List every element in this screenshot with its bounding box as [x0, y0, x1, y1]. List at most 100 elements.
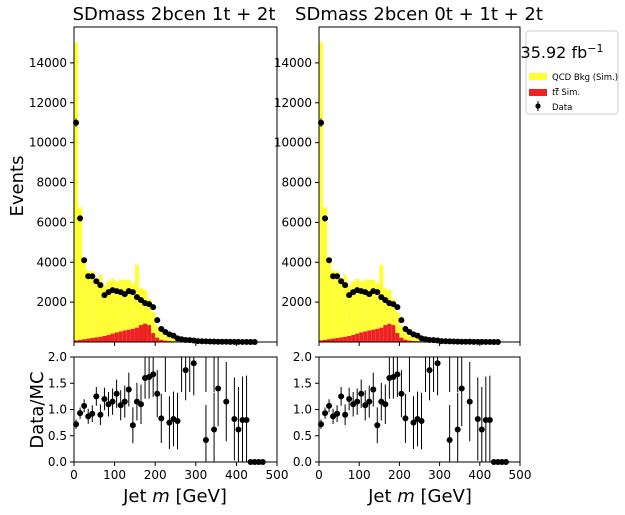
left-ttbar-bar [118, 331, 123, 342]
left-ratio-point [113, 390, 120, 397]
left-qcd-bar [94, 278, 99, 338]
right-ratio-point [342, 411, 349, 418]
right-ratio-point [398, 390, 405, 397]
right-ratio-point [354, 398, 361, 405]
right-main-ytick-label: 2000 [281, 295, 312, 309]
right-ttbar-bar [387, 323, 392, 342]
legend-label-ttbar: tt Sim. [552, 88, 580, 98]
right-ratio-ytick-label: 1.5 [293, 376, 312, 390]
right-ratio-point [374, 422, 381, 429]
right-ttbar-bar [403, 339, 408, 342]
left-ratio-xtick-label: 0 [70, 468, 78, 482]
left-ratio-point [129, 422, 136, 429]
left-ratio-point [73, 421, 80, 428]
right-ratio-point [370, 386, 377, 393]
right-data-point [398, 317, 405, 324]
right-main-ytick-label: 8000 [281, 176, 312, 190]
right-ttbar-bar [323, 339, 328, 342]
right-ratio-point [318, 421, 325, 428]
legend-label-data: Data [552, 103, 572, 113]
left-main-frame [73, 26, 278, 343]
y-axis-label-events: Events [7, 156, 28, 217]
right-ratio-xtick-label: 100 [348, 468, 371, 482]
left-ttbar-bar [122, 330, 127, 342]
left-ttbar-bar [114, 332, 119, 342]
right-ratio-ytick-label: 0.5 [293, 429, 312, 443]
left-qcd-bar [159, 332, 164, 340]
legend-marker-data [535, 103, 541, 109]
right-data-point [342, 282, 349, 289]
left-qcd-bar [106, 281, 111, 336]
right-ratio-point [418, 418, 425, 425]
left-data-point [89, 273, 96, 280]
left-data-point [81, 257, 88, 264]
right-ratio-xtick-label: 400 [468, 468, 491, 482]
left-ttbar-bar [155, 337, 160, 342]
right-ratio-point [358, 390, 365, 397]
left-ratio-xtick-label: 500 [266, 468, 289, 482]
right-ttbar-bar [327, 339, 332, 342]
left-ratio-plot: 0.0 0.5 1.0 1.5 2.0 0 100 200 300 400 500 [48, 350, 289, 482]
legend-swatch-qcd [529, 73, 547, 80]
left-qcd-bar [82, 261, 87, 340]
left-qcd-bar [151, 312, 156, 334]
left-ttbar-bar [90, 338, 95, 342]
right-ratio-point [402, 415, 409, 422]
left-ratio-point [235, 426, 242, 433]
left-qcd-bar [90, 271, 95, 339]
left-ratio-xtick-label: 300 [184, 468, 207, 482]
left-data-point [93, 278, 100, 285]
left-qcd-bar [147, 299, 152, 326]
right-ttbar-bar [379, 327, 384, 342]
right-ratio-xtick-label: 500 [509, 468, 532, 482]
right-ttbar-bar [343, 336, 348, 342]
right-main-ytick-label: 6000 [281, 215, 312, 229]
legend: 35.92 fb−1 QCD Bkg (Sim.) tt Sim. Data [521, 30, 619, 115]
left-ratio-point [211, 426, 218, 433]
right-ttbar-bar [355, 333, 360, 342]
left-ratio-ytick-label: 1.5 [48, 376, 67, 390]
left-ratio-point [117, 402, 124, 409]
right-ratio-point [326, 402, 333, 409]
right-qcd-bar [407, 335, 412, 341]
right-qcd-bar [319, 42, 324, 341]
right-ratio-point [454, 426, 461, 433]
right-qcd-bar [363, 279, 368, 332]
right-main-frame [318, 26, 521, 343]
left-ttbar-bar [110, 333, 115, 342]
right-data-point [334, 273, 341, 280]
right-qcd-bar [347, 285, 352, 337]
right-ratio-point [446, 436, 453, 443]
right-ratio-ytick-label: 2.0 [293, 350, 312, 364]
right-ratio-xtick-label: 0 [315, 468, 323, 482]
right-ratio-xtick-label: 200 [388, 468, 411, 482]
right-qcd-bar [343, 275, 348, 337]
left-panel-title: SDmass 2bcen 1t + 2t [73, 4, 276, 25]
left-qcd-bar [138, 288, 144, 326]
right-qcd-bar [335, 271, 340, 339]
right-qcd-bar [391, 299, 396, 326]
left-ratio-point [190, 360, 197, 367]
right-ttbar-bar [367, 330, 372, 342]
right-main-ytick-label: 4000 [281, 255, 312, 269]
right-qcd-bar [359, 281, 364, 333]
left-ttbar-bar [74, 340, 79, 342]
left-ttbar-bar [106, 335, 111, 342]
right-qcd-bar [403, 332, 408, 340]
left-ratio-ytick-label: 0.5 [48, 429, 67, 443]
left-ttbar-bar [143, 323, 148, 342]
left-panel: SDmass 2bcen 1t + 2t 2000400060008000100… [29, 4, 289, 507]
right-ratio-point [466, 398, 473, 405]
right-panel: SDmass 2bcen 0t + 1t + 2t 20004000600080… [274, 4, 543, 507]
right-qcd-bar [399, 325, 404, 338]
left-qcd-bar [122, 279, 127, 331]
right-ratio-xtick-label: 300 [428, 468, 451, 482]
right-qcd-bar [331, 270, 336, 339]
right-qcd-bar [415, 338, 420, 342]
left-ttbar-bar [98, 336, 103, 342]
left-main-ytick-label: 6000 [36, 215, 67, 229]
left-qcd-bar [74, 42, 79, 341]
left-ratio-point [97, 411, 104, 418]
right-ttbar-bar [351, 335, 356, 342]
right-x-axis-label: Jet m [GeV] [367, 486, 472, 507]
